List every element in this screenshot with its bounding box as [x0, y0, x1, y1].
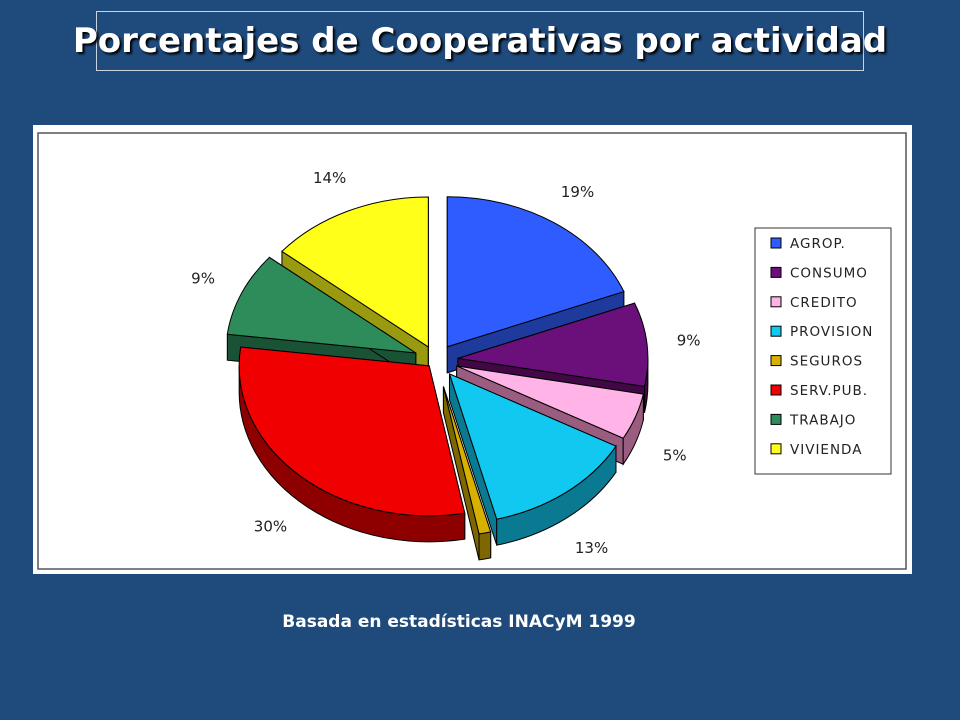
pie-slice-top — [226, 256, 417, 354]
legend-swatch — [770, 237, 782, 249]
legend-label: VIVIENDA — [790, 442, 862, 458]
legend-item-provision: PROVISION — [770, 324, 873, 340]
pie-slice-serv-pub — [238, 346, 466, 543]
legend-swatch — [770, 325, 782, 337]
legend-swatch — [770, 266, 782, 278]
legend-item-vivienda: VIVIENDA — [770, 442, 862, 458]
legend-label: SERV.PUB. — [790, 383, 868, 399]
pie-slice-top — [442, 386, 492, 535]
legend-item-agrop: AGROP. — [770, 236, 846, 252]
chart-panel: 19%9%5%13%1%30%9%14% AGROP.CONSUMOCREDIT… — [33, 125, 912, 574]
pie-slice-top — [456, 365, 644, 439]
legend-label: CONSUMO — [790, 265, 868, 281]
pie-label-trabajo: 9% — [191, 270, 215, 288]
legend-swatch — [770, 384, 782, 396]
pie-labels: 19%9%5%13%1%30%9%14% — [191, 169, 701, 557]
legend-item-serv-pub: SERV.PUB. — [770, 383, 868, 399]
legend-item-consumo: CONSUMO — [770, 265, 868, 281]
legend-box — [754, 227, 892, 475]
legend-item-credito: CREDITO — [770, 295, 858, 311]
pie-label-vivienda: 14% — [313, 169, 346, 187]
legend-item-seguros: SEGUROS — [770, 354, 863, 370]
pie-slice-top — [281, 196, 429, 348]
pie-slice-rim — [478, 531, 492, 561]
pie-slice-top — [446, 196, 625, 348]
pie-label-serv-pub: 30% — [254, 518, 287, 536]
pie-slice-top — [448, 373, 617, 520]
legend-label: TRABAJO — [789, 412, 856, 428]
chart-frame — [37, 132, 907, 570]
slide-title: Porcentajes de Cooperativas por activida… — [72, 21, 888, 61]
legend-swatch — [770, 355, 782, 367]
pie-slice-top — [238, 346, 466, 517]
pie-label-consumo: 9% — [677, 332, 701, 350]
pie-slice-provision — [448, 373, 617, 546]
pie-slice-top — [457, 302, 649, 388]
legend: AGROP. CONSUMO CREDITO PROVISION SEGUROS SERV… — [754, 227, 892, 475]
legend-label: SEGUROS — [790, 354, 863, 370]
pie-slices — [226, 196, 649, 561]
pie-label-credito: 5% — [663, 446, 687, 464]
legend-label: PROVISION — [790, 324, 873, 340]
legend-swatch — [770, 443, 782, 455]
legend-label: CREDITO — [790, 295, 858, 311]
pie-slice-seguros — [442, 386, 492, 561]
legend-item-trabajo: TRABAJO — [770, 412, 856, 428]
pie-label-agrop: 19% — [561, 183, 594, 201]
pie-label-provision: 13% — [575, 539, 608, 557]
legend-swatch — [770, 413, 782, 425]
legend-swatch — [770, 296, 782, 308]
slide-title-box: Porcentajes de Cooperativas por activida… — [73, 11, 887, 71]
pie-chart: 19%9%5%13%1%30%9%14% AGROP.CONSUMOCREDIT… — [37, 132, 907, 570]
legend-label: AGROP. — [790, 236, 846, 252]
source-note: Basada en estadísticas INACyM 1999 — [282, 612, 636, 632]
